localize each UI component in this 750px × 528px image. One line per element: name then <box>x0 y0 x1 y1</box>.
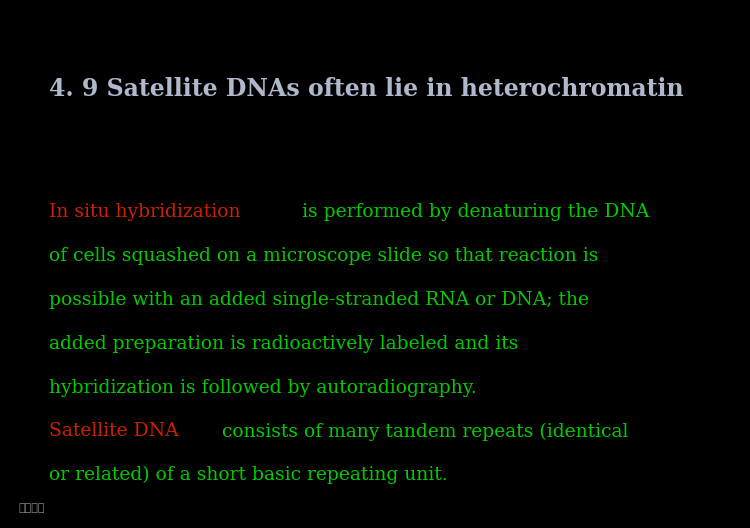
Text: or related) of a short basic repeating unit.: or related) of a short basic repeating u… <box>49 466 447 485</box>
Text: 4. 9 Satellite DNAs often lie in heterochromatin: 4. 9 Satellite DNAs often lie in heteroc… <box>49 77 683 100</box>
Text: Satellite DNA: Satellite DNA <box>49 422 178 440</box>
Text: hybridization is followed by autoradiography.: hybridization is followed by autoradiogr… <box>49 379 476 397</box>
Text: In situ hybridization: In situ hybridization <box>49 203 240 221</box>
Text: 清华大学: 清华大学 <box>19 503 45 513</box>
Text: possible with an added single-stranded RNA or DNA; the: possible with an added single-stranded R… <box>49 291 589 309</box>
Text: added preparation is radioactively labeled and its: added preparation is radioactively label… <box>49 335 518 353</box>
Text: is performed by denaturing the DNA: is performed by denaturing the DNA <box>296 203 649 221</box>
Text: consists of many tandem repeats (identical: consists of many tandem repeats (identic… <box>216 422 628 441</box>
Text: of cells squashed on a microscope slide so that reaction is: of cells squashed on a microscope slide … <box>49 247 599 265</box>
